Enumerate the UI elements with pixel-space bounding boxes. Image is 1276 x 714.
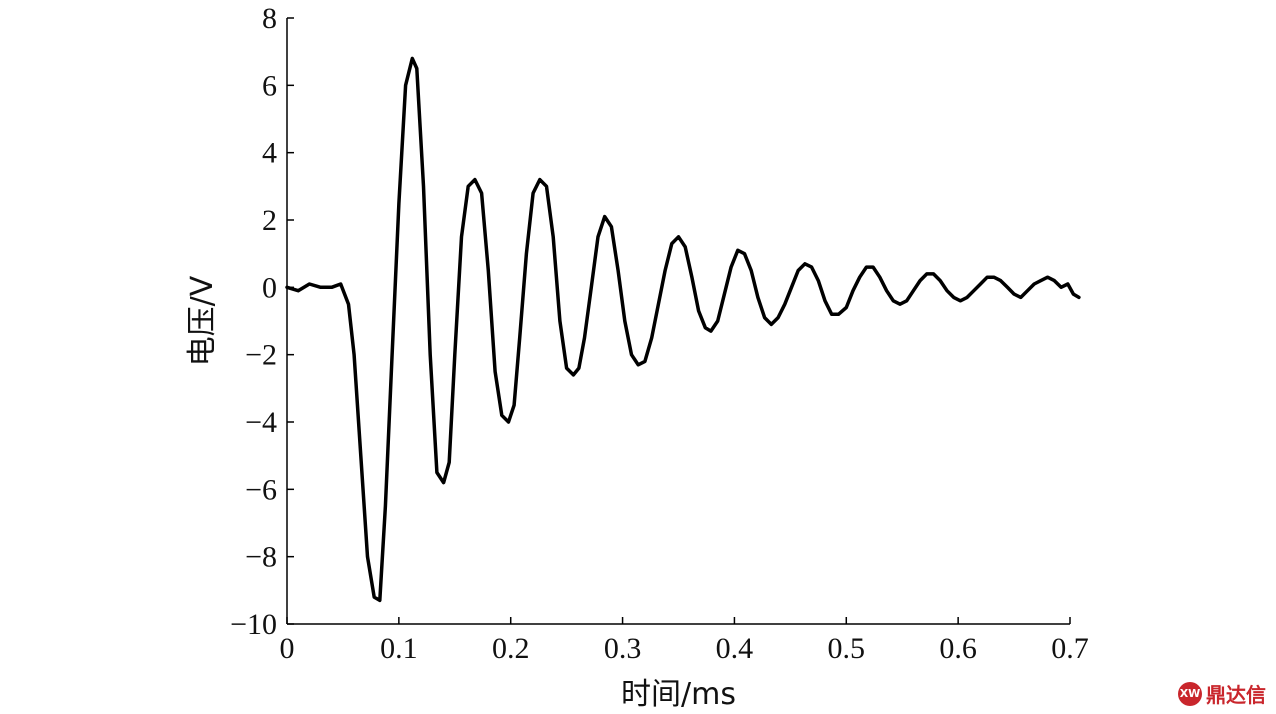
x-ticks: 0 0.1 0.2 0.3 0.4 0.5 0.6 0.7 bbox=[280, 617, 1089, 665]
x-tick-label: 0.4 bbox=[716, 632, 754, 665]
series-line-0 bbox=[285, 56, 1081, 603]
x-tick-label: 0.5 bbox=[828, 632, 866, 665]
watermark-logo-icon: XW bbox=[1178, 681, 1202, 706]
x-tick-label: 0.3 bbox=[604, 632, 642, 665]
y-tick-label: −4 bbox=[245, 406, 277, 439]
y-tick-label: 4 bbox=[262, 137, 277, 170]
x-tick-label: 0.2 bbox=[492, 632, 530, 665]
y-tick-label: 8 bbox=[262, 2, 277, 35]
x-tick-label: 0.6 bbox=[939, 632, 977, 665]
y-ticks: −10 −8 −6 −4 −2 0 2 4 6 8 bbox=[230, 2, 294, 641]
y-tick-label: −8 bbox=[245, 541, 277, 574]
y-tick-label: 0 bbox=[262, 271, 277, 304]
watermark-text: 鼎达信 bbox=[1206, 683, 1266, 707]
y-tick-label: −2 bbox=[245, 339, 277, 372]
x-tick-label: 0.7 bbox=[1051, 632, 1089, 665]
plot-area bbox=[285, 56, 1081, 603]
x-axis-title: 时间/ms bbox=[621, 677, 736, 712]
x-tick-label: 0.1 bbox=[380, 632, 418, 665]
y-tick-label: −10 bbox=[230, 608, 277, 641]
watermark: XW 鼎达信 bbox=[1178, 679, 1266, 708]
axes bbox=[286, 18, 1070, 625]
x-tick-label: 0 bbox=[280, 632, 295, 665]
y-tick-label: 6 bbox=[262, 69, 277, 102]
y-tick-label: −6 bbox=[245, 473, 277, 506]
y-axis-title: 电压/V bbox=[185, 275, 220, 366]
y-tick-label: 2 bbox=[262, 204, 277, 237]
